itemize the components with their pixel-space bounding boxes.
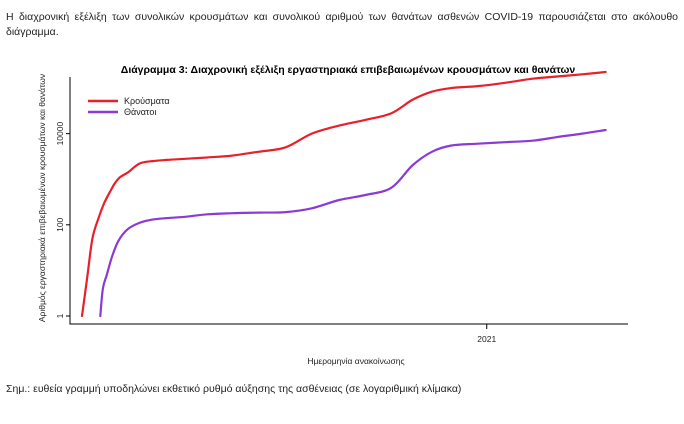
y-tick-label: 10000 bbox=[55, 122, 65, 146]
chart: Διάγραμμα 3: Διαχρονική εξέλιξη εργαστηρ… bbox=[37, 64, 628, 366]
footnote: Σημ.: ευθεία γραμμή υποδηλώνει εκθετικό … bbox=[6, 383, 462, 395]
y-axis-label: Αριθμός εργαστηριακά επιβεβαιωμένων κρου… bbox=[37, 74, 47, 322]
x-tick-label: 2021 bbox=[477, 334, 496, 344]
y-tick-label: 100 bbox=[55, 217, 65, 231]
legend-label-deaths: Θάνατοι bbox=[124, 107, 156, 117]
chart-title: Διάγραμμα 3: Διαχρονική εξέλιξη εργαστηρ… bbox=[121, 64, 576, 76]
plot-frame bbox=[69, 77, 628, 325]
intro-text: Η διαχρονική εξέλιξη των συνολικών κρουσ… bbox=[6, 11, 678, 38]
legend-label-cases: Κρούσματα bbox=[124, 96, 170, 106]
series-line-cases bbox=[80, 70, 607, 318]
series-line-deaths bbox=[99, 128, 607, 318]
y-tick-label: 1 bbox=[55, 313, 65, 318]
x-axis-label: Ημερομηνία ανακοίνωσης bbox=[307, 356, 404, 366]
